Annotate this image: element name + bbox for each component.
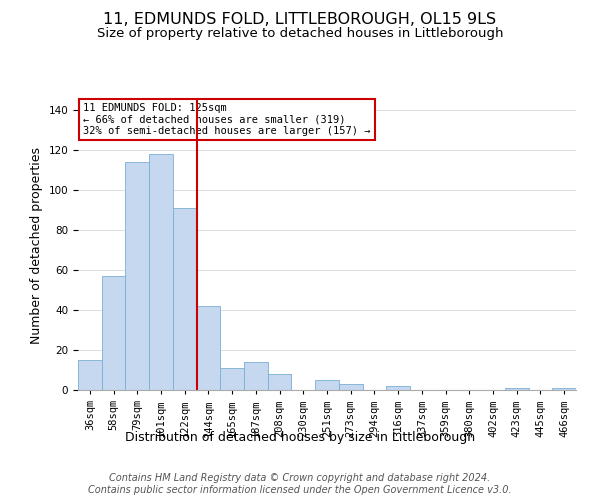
Text: Size of property relative to detached houses in Littleborough: Size of property relative to detached ho… bbox=[97, 28, 503, 40]
Bar bbox=[173, 208, 197, 390]
Bar bbox=[102, 276, 125, 390]
Bar bbox=[386, 386, 410, 390]
Text: Contains HM Land Registry data © Crown copyright and database right 2024.
Contai: Contains HM Land Registry data © Crown c… bbox=[88, 474, 512, 495]
Text: 11 EDMUNDS FOLD: 125sqm
← 66% of detached houses are smaller (319)
32% of semi-d: 11 EDMUNDS FOLD: 125sqm ← 66% of detache… bbox=[83, 103, 370, 136]
Bar bbox=[78, 360, 102, 390]
Bar bbox=[339, 384, 362, 390]
Bar bbox=[552, 388, 576, 390]
Bar bbox=[220, 368, 244, 390]
Bar bbox=[125, 162, 149, 390]
Bar bbox=[268, 374, 292, 390]
Bar bbox=[197, 306, 220, 390]
Bar bbox=[315, 380, 339, 390]
Text: 11, EDMUNDS FOLD, LITTLEBOROUGH, OL15 9LS: 11, EDMUNDS FOLD, LITTLEBOROUGH, OL15 9L… bbox=[103, 12, 497, 28]
Y-axis label: Number of detached properties: Number of detached properties bbox=[30, 146, 43, 344]
Bar bbox=[149, 154, 173, 390]
Text: Distribution of detached houses by size in Littleborough: Distribution of detached houses by size … bbox=[125, 431, 475, 444]
Bar bbox=[505, 388, 529, 390]
Bar bbox=[244, 362, 268, 390]
